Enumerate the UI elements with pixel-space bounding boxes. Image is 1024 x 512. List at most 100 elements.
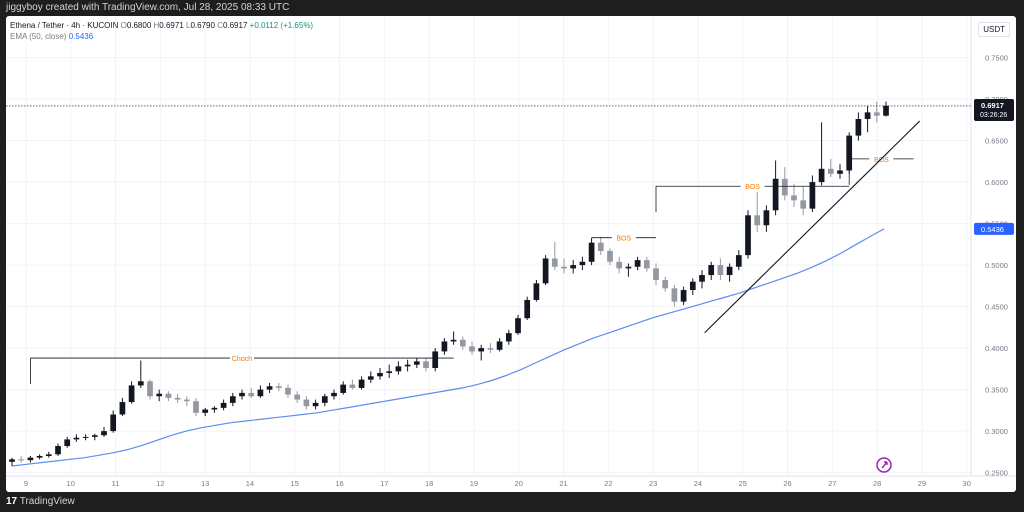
candle-body xyxy=(119,402,126,415)
candle-body xyxy=(837,170,843,174)
x-tick-label: 17 xyxy=(380,479,388,488)
candle-body xyxy=(883,105,889,116)
x-tick-label: 23 xyxy=(649,479,657,488)
candle-body xyxy=(285,387,291,395)
open-value: 0.6800 xyxy=(126,21,152,30)
x-tick-label: 11 xyxy=(112,479,120,488)
y-tick-label: 0.2500 xyxy=(985,469,1008,478)
candle-body xyxy=(36,456,43,458)
ema-indicator-label[interactable]: EMA (50, close) xyxy=(10,32,67,41)
candle-body xyxy=(680,289,687,302)
footer-bar: 17 TradingView xyxy=(0,492,1024,512)
x-tick-label: 24 xyxy=(694,479,702,488)
candle-body xyxy=(597,242,604,251)
candle-body xyxy=(321,396,328,403)
y-tick-label: 0.4000 xyxy=(985,344,1008,353)
candle-body xyxy=(248,392,255,397)
candle-body xyxy=(469,346,475,352)
candle-body xyxy=(772,178,779,211)
candle-body xyxy=(459,339,466,347)
y-tick-label: 0.6500 xyxy=(985,137,1008,146)
low-value: 0.6790 xyxy=(190,21,215,30)
candle-body xyxy=(625,266,632,269)
structure-label: Choch xyxy=(232,356,252,363)
candle-body xyxy=(818,168,825,183)
candle-body xyxy=(671,288,678,302)
close-label: C xyxy=(217,21,223,30)
x-tick-label: 15 xyxy=(291,479,299,488)
candle-body xyxy=(266,386,273,390)
candle-body xyxy=(441,341,448,352)
x-tick-label: 28 xyxy=(873,479,881,488)
candle-body xyxy=(643,260,650,269)
candle-body xyxy=(781,178,788,196)
candle-body xyxy=(634,260,641,267)
candle-body xyxy=(91,435,98,437)
candle-body xyxy=(257,389,264,397)
candle-body xyxy=(864,112,871,120)
x-tick-label: 30 xyxy=(963,479,971,488)
candle-countdown: 03:26:26 xyxy=(980,112,1007,119)
candle-body xyxy=(395,366,402,372)
candle-body xyxy=(101,431,107,436)
candle-body xyxy=(165,393,172,398)
currency-unit-badge[interactable]: USDT xyxy=(978,22,1010,37)
candle-body xyxy=(708,265,715,276)
ema-price-tag xyxy=(974,222,1014,235)
candle-body xyxy=(432,351,439,369)
candle-body xyxy=(487,348,494,350)
candle-body xyxy=(220,402,227,408)
candle-body xyxy=(211,407,218,410)
ema-indicator-value: 0.5436 xyxy=(68,32,94,41)
candle-body xyxy=(579,261,586,266)
ema-price-label: 0.5436 xyxy=(981,225,1004,234)
tradingview-logo-icon: 17 xyxy=(6,496,18,507)
x-tick-label: 25 xyxy=(739,479,747,488)
candle-body xyxy=(128,385,135,403)
candle-body xyxy=(9,459,15,462)
candle-body xyxy=(340,384,347,393)
x-tick-label: 21 xyxy=(559,479,567,488)
candle-body xyxy=(64,439,71,447)
grid-lines xyxy=(6,16,971,476)
candle-body xyxy=(551,258,558,267)
candle-body xyxy=(275,386,282,388)
candle-body xyxy=(800,200,807,209)
trendline-layer xyxy=(704,120,921,334)
ema-series-line xyxy=(11,228,885,467)
x-tick-label: 10 xyxy=(67,479,75,488)
x-tick-label: 27 xyxy=(828,479,836,488)
candle-body xyxy=(413,361,420,365)
candle-body xyxy=(82,436,89,438)
candle-body xyxy=(533,283,540,300)
candle-body xyxy=(137,381,144,386)
top-caption-bar: jiggyboy created with TradingView.com, J… xyxy=(0,0,1024,16)
candle-body xyxy=(616,261,623,269)
y-tick-label: 0.3000 xyxy=(985,427,1008,436)
candle-body xyxy=(653,268,659,281)
candle-body xyxy=(367,376,374,380)
brand-name: TradingView xyxy=(19,496,75,507)
candle-body xyxy=(55,446,61,455)
high-label: H xyxy=(153,21,160,30)
x-tick-label: 13 xyxy=(201,479,209,488)
y-tick-label: 0.3500 xyxy=(985,386,1008,395)
candle-body xyxy=(735,255,742,267)
x-tick-label: 16 xyxy=(335,479,343,488)
time-axis: 9 10 11 12 13 14 15 16 17 18 19 20 21 22 23 24 25 26 27 28 2… xyxy=(6,475,1016,488)
chart-legend: Ethena / Tether · 4h · KUCOIN O0.6800 H0… xyxy=(10,20,313,42)
candle-body xyxy=(45,454,52,456)
symbol-name[interactable]: Ethena / Tether · 4h · KUCOIN xyxy=(10,21,119,30)
structure-label: BOS xyxy=(745,184,760,191)
x-tick-label: 26 xyxy=(783,479,791,488)
candle-body xyxy=(450,339,457,342)
candle-body xyxy=(156,393,163,397)
x-tick-label: 14 xyxy=(246,479,254,488)
candle-body xyxy=(303,399,310,407)
replay-icon[interactable] xyxy=(876,457,892,473)
candle-body xyxy=(754,215,761,226)
structure-label-bg xyxy=(740,181,765,192)
candle-body xyxy=(791,195,797,201)
